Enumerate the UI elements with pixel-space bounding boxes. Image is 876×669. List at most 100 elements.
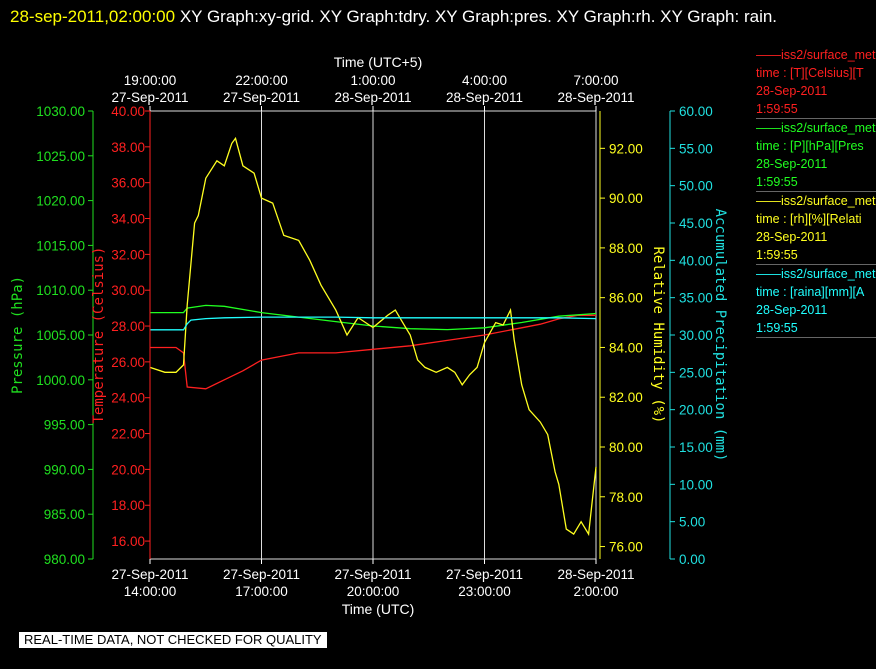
legend-entry-line: 28-Sep-2011 — [756, 230, 828, 244]
pressure-tick-label: 1000.00 — [36, 373, 85, 388]
temperature-tick-label: 16.00 — [111, 534, 145, 549]
top-tick-time: 4:00:00 — [462, 73, 507, 88]
axes-layer: 19:00:00 27-Sep-2011 22:00:00 27-Sep-2011 1:… — [10, 73, 728, 599]
bottom-tick-date: 27-Sep-2011 — [446, 567, 523, 582]
legend-entry-line: 28-Sep-2011 — [756, 157, 828, 171]
legend-entry-line: time : [rh][%][Relati — [756, 212, 862, 226]
quality-disclaimer: REAL-TIME DATA, NOT CHECKED FOR QUALITY — [19, 632, 327, 648]
bottom-tick-time: 2:00:00 — [573, 584, 618, 599]
bottom-tick-date: 27-Sep-2011 — [223, 567, 300, 582]
humidity-tick-label: 82.00 — [609, 390, 643, 405]
precipitation-tick-label: 15.00 — [679, 440, 713, 455]
bottom-tick-date: 28-Sep-2011 — [557, 567, 634, 582]
bottom-tick-time: 14:00:00 — [124, 584, 177, 599]
humidity-tick-label: 78.00 — [609, 490, 643, 505]
bottom-tick-date: 27-Sep-2011 — [334, 567, 411, 582]
precipitation-tick-label: 35.00 — [679, 291, 713, 306]
top-tick-time: 19:00:00 — [124, 73, 177, 88]
pressure-tick-label: 1005.00 — [36, 328, 85, 343]
bottom-tick-date: 27-Sep-2011 — [111, 567, 188, 582]
grid — [149, 110, 597, 560]
top-tick-date: 28-Sep-2011 — [557, 90, 634, 105]
pressure-series-line — [150, 304, 597, 331]
precipitation-axis-title: Accumulated Precipitation (mm) — [712, 209, 728, 462]
temperature-tick-label: 28.00 — [111, 319, 145, 334]
humidity-axis-title: Relative Humidity (%) — [650, 246, 666, 423]
precipitation-tick-label: 50.00 — [679, 179, 713, 194]
top-tick-time: 1:00:00 — [350, 73, 395, 88]
precipitation-tick-label: 30.00 — [679, 328, 713, 343]
temperature-tick-label: 40.00 — [111, 104, 145, 119]
humidity-tick-label: 92.00 — [609, 141, 643, 156]
top-tick-date: 28-Sep-2011 — [334, 90, 411, 105]
pressure-tick-label: 1015.00 — [36, 238, 85, 253]
bottom-tick-time: 23:00:00 — [458, 584, 511, 599]
temperature-tick-label: 32.00 — [111, 247, 145, 262]
temperature-tick-label: 34.00 — [111, 212, 145, 227]
top-axis-title: Time (UTC+5) — [334, 54, 423, 70]
legend-entry-line: 28-Sep-2011 — [756, 84, 828, 98]
legend-entry-line: 28-Sep-2011 — [756, 303, 828, 317]
precipitation-tick-label: 55.00 — [679, 141, 713, 156]
pressure-tick-label: 990.00 — [44, 462, 85, 477]
temperature-tick-label: 36.00 — [111, 176, 145, 191]
precipitation-tick-label: 25.00 — [679, 365, 713, 380]
legend-entry-line: ——iss2/surface_met — [756, 194, 876, 208]
temperature-tick-label: 30.00 — [111, 283, 145, 298]
legend-entry-line: ——iss2/surface_met — [756, 48, 876, 62]
precipitation-series-line — [150, 316, 597, 331]
legend-entry-line: time : [raina][mm][A — [756, 285, 865, 299]
humidity-tick-label: 84.00 — [609, 340, 643, 355]
top-tick-date: 27-Sep-2011 — [223, 90, 300, 105]
temperature-tick-label: 20.00 — [111, 462, 145, 477]
precipitation-tick-label: 0.00 — [679, 552, 705, 567]
legend-entry-line: 1:59:55 — [756, 321, 798, 335]
legend-entry-line: ——iss2/surface_met — [756, 267, 876, 281]
series-layer — [149, 136, 597, 537]
legend-entry-line: 1:59:55 — [756, 248, 798, 262]
humidity-tick-label: 80.00 — [609, 440, 643, 455]
pressure-tick-label: 995.00 — [44, 418, 85, 433]
humidity-tick-label: 76.00 — [609, 540, 643, 555]
bottom-axis-title: Time (UTC) — [342, 601, 415, 617]
precipitation-tick-label: 10.00 — [679, 477, 713, 492]
pressure-tick-label: 985.00 — [44, 507, 85, 522]
temperature-tick-label: 38.00 — [111, 140, 145, 155]
legend-entry-line: ——iss2/surface_met — [756, 121, 876, 135]
bottom-tick-time: 17:00:00 — [235, 584, 288, 599]
pressure-tick-label: 1025.00 — [36, 149, 85, 164]
legend-entry-line: time : [P][hPa][Pres — [756, 139, 864, 153]
humidity-tick-label: 88.00 — [609, 241, 643, 256]
precipitation-tick-label: 60.00 — [679, 104, 713, 119]
humidity-tick-label: 86.00 — [609, 291, 643, 306]
pressure-tick-label: 980.00 — [44, 552, 85, 567]
temperature-tick-label: 24.00 — [111, 391, 145, 406]
precipitation-tick-label: 45.00 — [679, 216, 713, 231]
top-tick-date: 28-Sep-2011 — [446, 90, 523, 105]
pressure-tick-label: 1020.00 — [36, 194, 85, 209]
legend-entry-line: time : [T][Celsius][T — [756, 66, 864, 80]
title-timestamp: 28-sep-2011,02:00:00 — [10, 7, 176, 26]
legend: ——iss2/surface_met time : [T][Celsius][T 2… — [756, 46, 876, 338]
precipitation-tick-label: 5.00 — [679, 515, 705, 530]
title-graph-list: XY Graph:xy-grid. XY Graph:tdry. XY Grap… — [179, 7, 778, 26]
top-tick-date: 27-Sep-2011 — [111, 90, 188, 105]
bottom-tick-time: 20:00:00 — [347, 584, 400, 599]
temperature-tick-label: 18.00 — [111, 498, 145, 513]
legend-entry-line: 1:59:55 — [756, 102, 798, 116]
legend-entry-line: 1:59:55 — [756, 175, 798, 189]
humidity-series-line — [149, 136, 597, 537]
pressure-tick-label: 1030.00 — [36, 104, 85, 119]
graph-title: 28-sep-2011,02:00:00 XY Graph:xy-grid. X… — [10, 2, 860, 31]
temperature-tick-label: 26.00 — [111, 355, 145, 370]
temperature-tick-label: 22.00 — [111, 427, 145, 442]
pressure-tick-label: 1010.00 — [36, 283, 85, 298]
temperature-axis-title: Temperature (Celsius) — [91, 246, 107, 423]
precipitation-tick-label: 40.00 — [679, 253, 713, 268]
humidity-tick-label: 90.00 — [609, 191, 643, 206]
